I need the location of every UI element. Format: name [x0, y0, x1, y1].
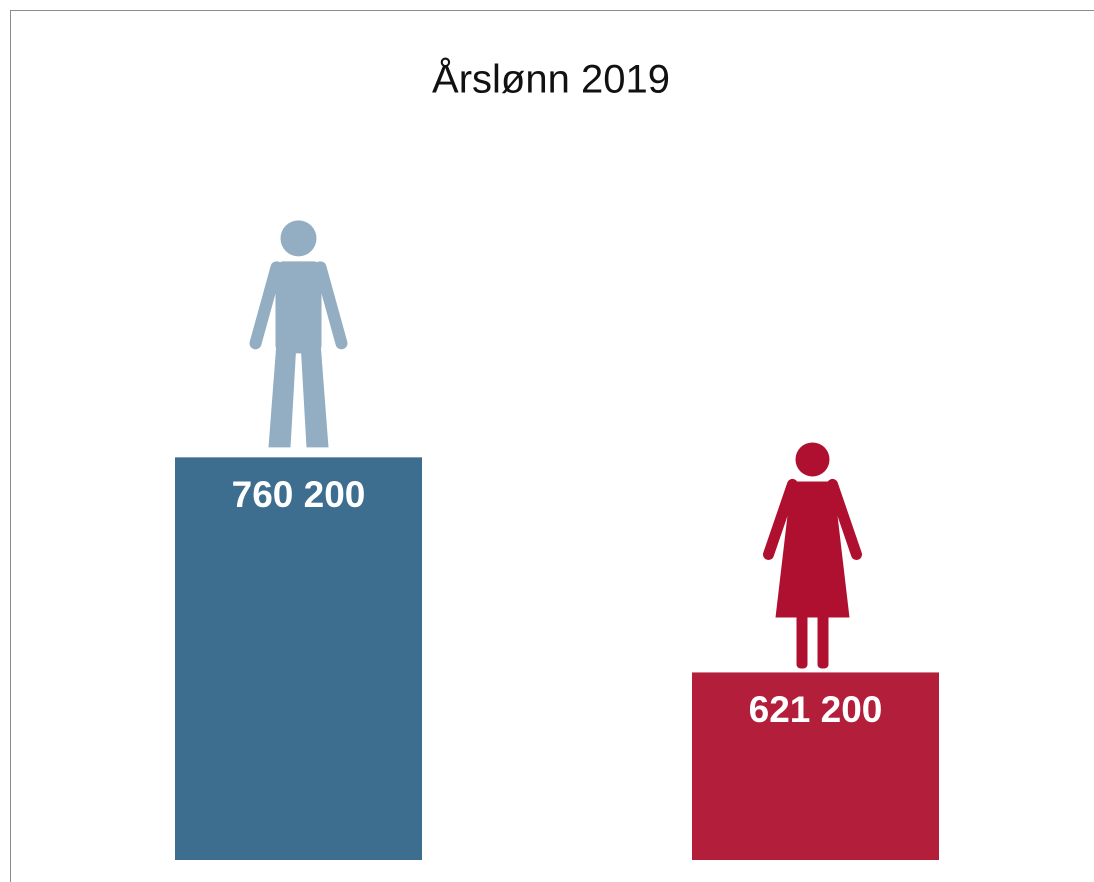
icon-arm	[249, 261, 283, 350]
icon-body	[275, 261, 322, 354]
icon-arm	[827, 478, 862, 560]
icon-leg	[817, 612, 829, 669]
icon-leg	[300, 342, 329, 448]
icon-arm	[314, 261, 348, 350]
bar	[175, 457, 422, 860]
value-label: 621 200	[749, 689, 883, 730]
icon-head	[795, 442, 830, 477]
bar	[692, 672, 939, 860]
icon-leg	[796, 612, 808, 669]
icon-leg	[268, 342, 297, 448]
person-icon	[249, 220, 348, 448]
icon-arm	[763, 478, 798, 560]
person-icon	[763, 442, 862, 669]
icon-dress	[775, 481, 850, 618]
value-label: 760 200	[232, 474, 366, 515]
chart-title: Årslønn 2019	[432, 57, 670, 102]
icon-head	[280, 220, 317, 257]
